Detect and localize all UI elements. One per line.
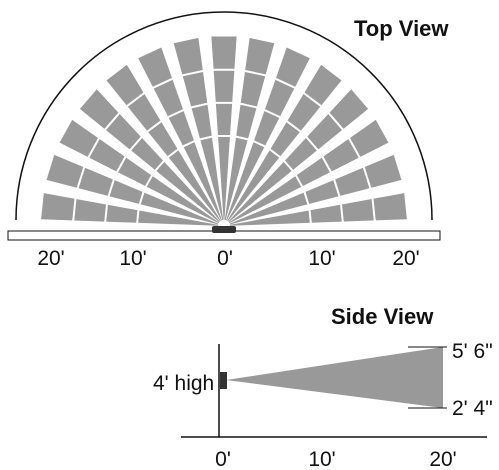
top-scale-label-left-10: 10'	[119, 247, 146, 270]
beam-zone-separator	[347, 136, 362, 160]
side-scale-label-0: 0'	[215, 448, 231, 470]
detection-beam	[138, 47, 222, 221]
detection-beam	[211, 36, 237, 220]
top-scale-label-left-20: 20'	[37, 247, 64, 270]
beam-zone-separator	[104, 203, 109, 223]
beam-zone-separator	[72, 197, 77, 223]
beam-zone-separator	[321, 155, 333, 174]
top-scale-label-right-20: 20'	[392, 247, 419, 270]
side-detection-wedge	[226, 347, 443, 408]
top-scale-label-right-10: 10'	[308, 247, 335, 270]
beam-zone-separator	[115, 155, 127, 174]
beam-zone-separator	[273, 77, 297, 90]
beam-zone-separator	[182, 139, 196, 148]
beam-zone-separator	[263, 108, 282, 119]
beam-zone-separator	[136, 209, 140, 224]
beam-zone-separator	[285, 119, 302, 133]
beam-zone-separator	[371, 197, 376, 223]
beam-zone-separator	[166, 148, 180, 159]
detection-beam	[46, 154, 219, 225]
side-scale-label-20: 20'	[429, 448, 456, 470]
beam-zone-separator	[86, 136, 101, 160]
top-view: Top View 20' 10' 0' 10' 20'	[7, 11, 449, 270]
detection-beam	[59, 119, 219, 224]
beam-zone-separator	[327, 111, 345, 132]
beam-zone-separator	[125, 91, 146, 108]
top-scale-label-center-0: 0'	[217, 247, 233, 270]
detection-beam-fan	[41, 36, 407, 226]
detection-beam	[41, 193, 219, 226]
beam-zone-separator	[362, 165, 372, 190]
coverage-boundary-arc	[15, 11, 433, 221]
beam-zone-separator	[76, 165, 86, 190]
beam-zone-separator	[339, 203, 344, 223]
beam-zone-separator	[199, 135, 213, 141]
beam-zone-separator	[151, 77, 175, 90]
beam-zone-separator	[268, 148, 282, 159]
detection-beam	[106, 64, 221, 222]
beam-zone-separator	[128, 135, 143, 152]
side-sensor-unit	[220, 372, 227, 389]
beam-zone-separator	[154, 159, 165, 172]
beam-zone-separator	[189, 102, 209, 109]
beam-zone-separator	[303, 191, 310, 206]
beam-zone-separator	[283, 159, 294, 172]
beam-zone-separator	[243, 69, 268, 77]
beam-zone-separator	[294, 174, 304, 188]
sensor-unit	[212, 226, 236, 233]
beam-zone-separator	[146, 119, 163, 133]
beam-zone-separator	[144, 174, 154, 188]
mount-height-label: 4' high	[153, 372, 214, 395]
beam-zone-separator	[239, 102, 259, 109]
detection-beam	[226, 47, 310, 221]
beam-zone-separator	[138, 191, 145, 206]
side-scale-label-10: 10'	[308, 448, 335, 470]
beam-zone-separator	[332, 178, 341, 198]
detection-beam	[229, 193, 407, 226]
upper-height-label: 5' 6"	[452, 340, 493, 363]
top-view-title: Top View	[354, 16, 449, 41]
detection-beam	[227, 64, 342, 222]
beam-zone-separator	[103, 111, 121, 132]
detection-beam	[79, 89, 220, 223]
beam-zone-separator	[235, 135, 249, 141]
beam-zone-separator	[308, 209, 312, 224]
lower-height-label: 2' 4"	[452, 397, 493, 420]
beam-zone-separator	[305, 135, 320, 152]
detection-beam	[228, 89, 369, 223]
side-view-title: Side View	[331, 304, 434, 329]
beam-zone-separator	[180, 69, 205, 77]
beam-zone-separator	[107, 178, 116, 198]
beam-zone-separator	[252, 139, 266, 148]
detection-beam	[229, 119, 389, 224]
beam-zone-separator	[166, 108, 185, 119]
detection-beam	[173, 37, 224, 221]
detection-beam	[229, 154, 402, 225]
beam-zone-separator	[302, 91, 323, 108]
side-view: Side View 4' high 5' 6" 2' 4" 0' 10' 20'	[153, 304, 493, 470]
detection-beam	[224, 37, 275, 221]
